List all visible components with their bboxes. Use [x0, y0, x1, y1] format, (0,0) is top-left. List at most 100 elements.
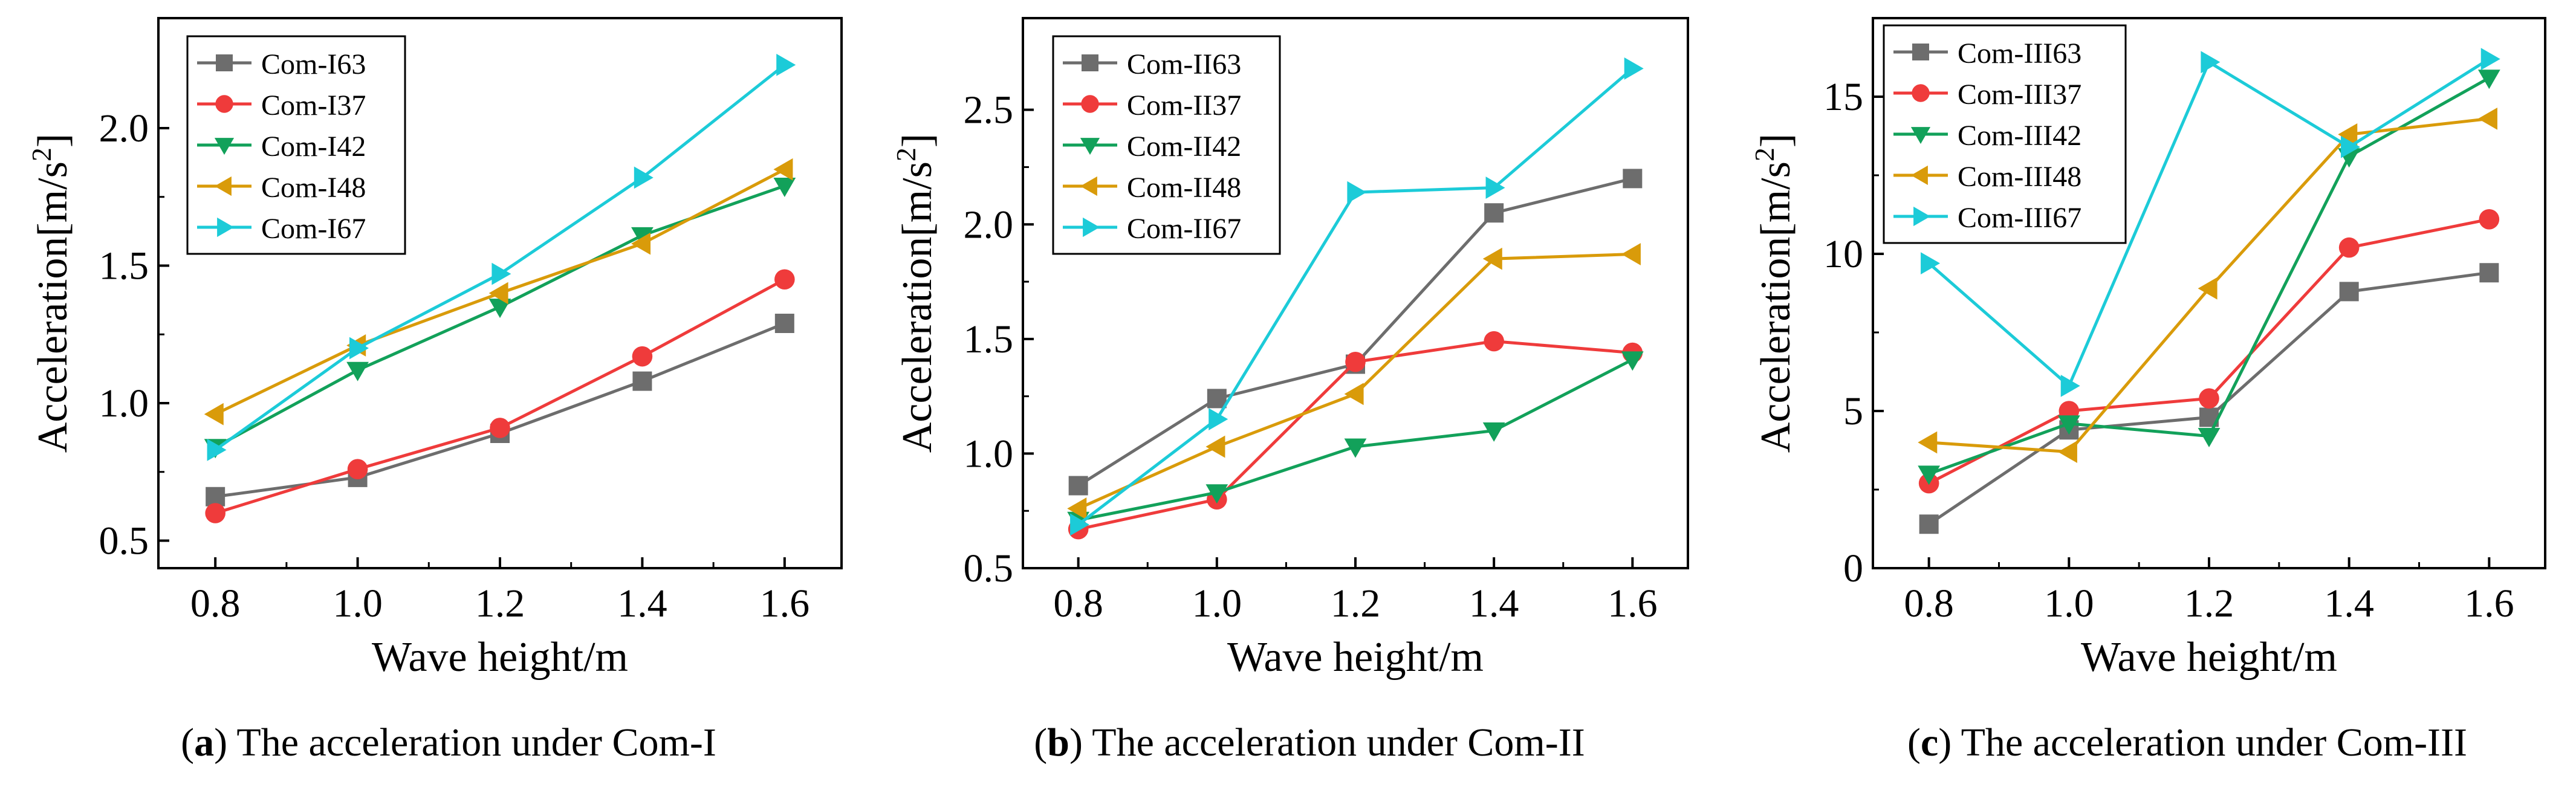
- legend-item: Com-I42: [197, 131, 366, 163]
- legend-label: Com-III48: [1958, 161, 2081, 193]
- x-tick-label: 1.2: [1331, 581, 1381, 626]
- panel-a: 0.8 1.0 1.2 1.4 1.6 0.5 1.0 1.5 2.0 Com-I63 Com-I…: [26, 17, 843, 765]
- data-point: [1484, 203, 1504, 223]
- legend-marker: [214, 138, 235, 155]
- legend-item: Com-III42: [1893, 120, 2081, 152]
- series-Com-III37: [1918, 209, 2500, 494]
- x-tick-label: 1.6: [1608, 581, 1658, 626]
- data-point: [2199, 388, 2219, 409]
- legend-item: Com-III37: [1893, 79, 2081, 111]
- data-point: [1482, 247, 1502, 270]
- data-point: [1482, 422, 1505, 442]
- x-tick-label: 1.2: [475, 581, 525, 626]
- y-axis-label-main: Acceleration[m/s: [1753, 161, 1799, 453]
- series-Com-I48: [204, 158, 793, 426]
- data-point: [1918, 431, 1938, 454]
- data-point: [490, 418, 510, 438]
- legend-label: Com-I67: [261, 213, 366, 245]
- y-axis-label-main: Acceleration[m/s: [30, 161, 76, 453]
- x-tick-label: 1.6: [760, 581, 810, 626]
- data-point: [1344, 383, 1364, 406]
- panel-caption: (b) The acceleration under Com-II: [1034, 720, 1585, 765]
- legend-item: Com-III67: [1893, 202, 2081, 234]
- y-axis-label: Acceleration[m/s2]: [1749, 134, 1799, 453]
- legend-marker: [1910, 165, 1928, 186]
- data-point: [2338, 123, 2358, 146]
- x-tick-label: 1.0: [2044, 581, 2094, 626]
- x-tick-label: 1.6: [2464, 581, 2514, 626]
- data-point: [1067, 497, 1087, 520]
- legend-marker: [1912, 44, 1929, 60]
- caption-text: The acceleration under Com-II: [1083, 720, 1585, 765]
- legend-marker: [217, 217, 235, 238]
- legend-item: Com-I48: [197, 172, 366, 204]
- data-point: [204, 403, 224, 426]
- data-point: [2338, 237, 2360, 258]
- x-tick-label: 1.4: [617, 581, 667, 626]
- x-tick-label: 1.4: [1469, 581, 1519, 626]
- data-point: [488, 282, 508, 305]
- data-point: [488, 299, 511, 319]
- legend-marker: [1912, 84, 1930, 102]
- x-axis-label: Wave height/m: [1227, 634, 1484, 681]
- x-axis-label: Wave height/m: [2081, 634, 2337, 681]
- data-point: [1623, 169, 1643, 189]
- data-point: [1070, 513, 1090, 536]
- data-point: [2198, 277, 2218, 300]
- legend-label: Com-II48: [1127, 172, 1241, 204]
- x-tick-label: 1.4: [2324, 581, 2374, 626]
- data-point: [2477, 108, 2497, 130]
- legend-label: Com-I42: [261, 131, 366, 163]
- panel-caption: (c) The acceleration under Com-III: [1907, 720, 2467, 765]
- data-point: [349, 337, 369, 360]
- legend-marker: [1082, 54, 1098, 71]
- y-tick-label: 0.5: [964, 546, 1014, 591]
- legend-item: Com-I67: [197, 213, 366, 245]
- data-point: [1068, 476, 1088, 496]
- data-point: [346, 361, 369, 381]
- data-point: [2057, 441, 2077, 463]
- x-tick-label: 1.0: [1192, 581, 1242, 626]
- data-point: [1624, 57, 1644, 80]
- data-point: [2479, 263, 2499, 283]
- y-tick-label: 1.0: [964, 432, 1014, 476]
- data-point: [632, 371, 652, 391]
- legend-marker: [216, 54, 233, 71]
- legend-marker: [1913, 206, 1931, 227]
- legend-item: Com-I63: [197, 48, 366, 80]
- data-point: [1921, 252, 1941, 274]
- data-point: [2477, 70, 2500, 89]
- y-tick-label: 2.0: [964, 202, 1014, 247]
- data-point: [1205, 484, 1228, 504]
- legend-label: Com-II67: [1127, 213, 1241, 245]
- legend-label: Com-III63: [1958, 37, 2081, 70]
- panel-label: a: [194, 720, 214, 765]
- x-tick-label: 1.2: [2184, 581, 2234, 626]
- data-point: [1347, 181, 1367, 204]
- y-axis-label-sup: 2: [891, 147, 921, 161]
- x-tick-label: 0.8: [190, 581, 241, 626]
- legend-item: Com-II67: [1063, 213, 1241, 245]
- y-tick-label: 2.5: [964, 88, 1014, 132]
- data-point: [1205, 435, 1225, 458]
- panel-caption: (a) The acceleration under Com-I: [181, 720, 716, 765]
- legend-label: Com-III37: [1958, 79, 2081, 111]
- y-tick-label: 0.5: [99, 519, 149, 563]
- data-point: [2060, 375, 2080, 397]
- data-point: [2199, 407, 2219, 427]
- data-point: [776, 53, 796, 76]
- y-axis-label-end: ]: [894, 134, 941, 147]
- legend-item: Com-II37: [1063, 89, 1241, 121]
- legend-label: Com-II37: [1127, 89, 1241, 121]
- legend-label: Com-I37: [261, 89, 366, 121]
- legend-marker: [1080, 176, 1097, 196]
- panel-label: c: [1921, 720, 1938, 765]
- series-Com-II48: [1067, 243, 1641, 520]
- y-tick-label: 2.0: [99, 106, 149, 151]
- y-axis-label: Acceleration[m/s2]: [26, 134, 76, 453]
- data-point: [1485, 176, 1505, 199]
- y-tick-label: 1.5: [99, 244, 149, 288]
- legend-marker: [215, 95, 233, 113]
- y-axis-label: Acceleration[m/s2]: [891, 134, 941, 453]
